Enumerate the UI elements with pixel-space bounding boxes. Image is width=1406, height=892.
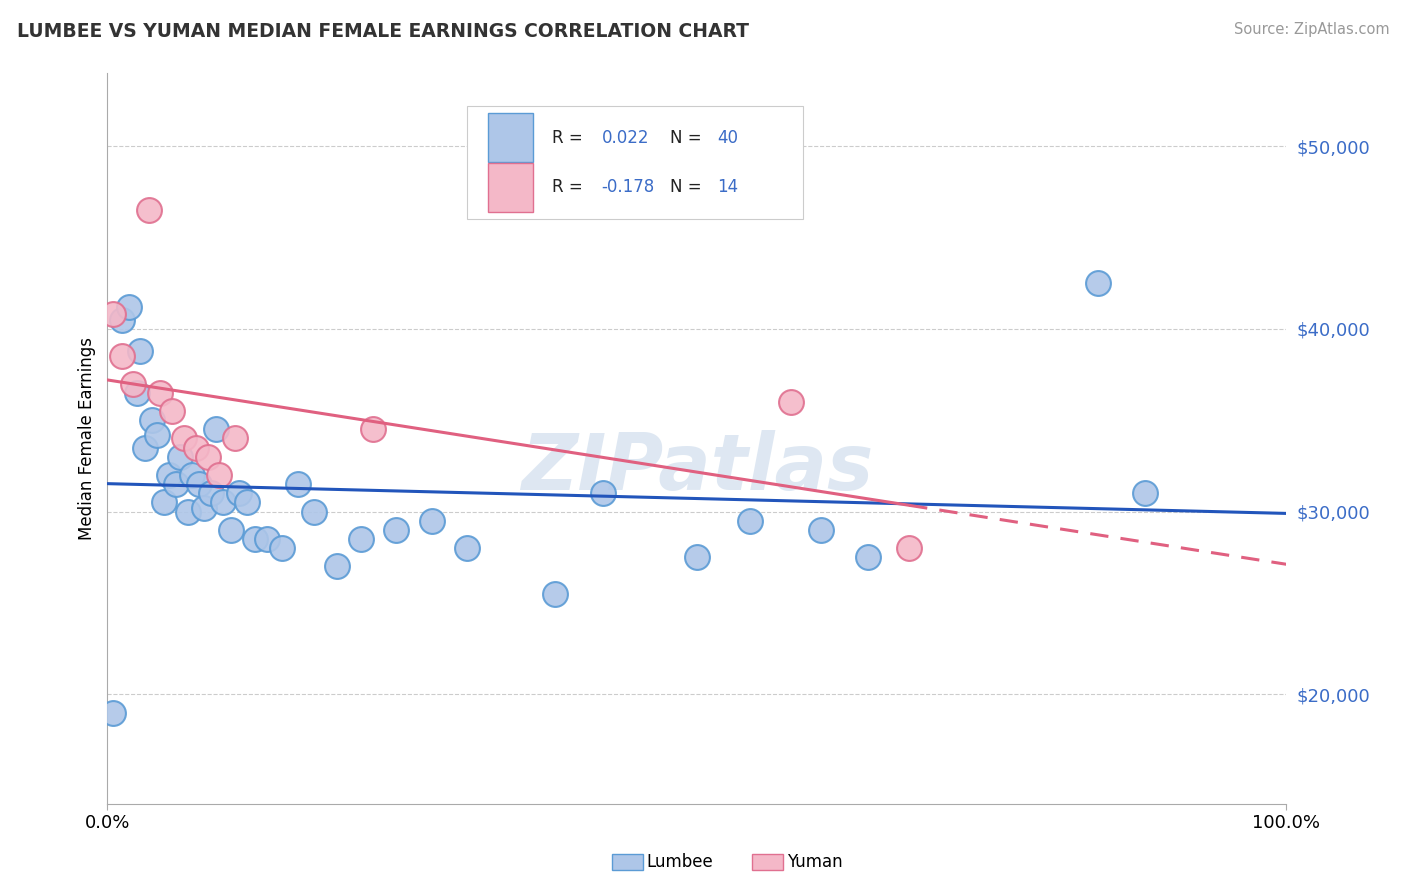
Point bbox=[169, 450, 191, 464]
Point bbox=[141, 413, 163, 427]
Point bbox=[181, 468, 204, 483]
Text: ZIPatlas: ZIPatlas bbox=[520, 430, 873, 506]
Text: R =: R = bbox=[553, 178, 588, 196]
Point bbox=[212, 495, 235, 509]
Text: 14: 14 bbox=[717, 178, 738, 196]
Point bbox=[1087, 276, 1109, 290]
Point bbox=[361, 422, 384, 436]
Point bbox=[270, 541, 292, 555]
Point bbox=[193, 500, 215, 515]
FancyBboxPatch shape bbox=[467, 106, 803, 219]
Point bbox=[205, 422, 228, 436]
Point bbox=[898, 541, 921, 555]
Point bbox=[235, 495, 257, 509]
Y-axis label: Median Female Earnings: Median Female Earnings bbox=[79, 337, 96, 540]
Point bbox=[385, 523, 408, 537]
Text: 40: 40 bbox=[717, 128, 738, 146]
Point bbox=[592, 486, 614, 500]
Point bbox=[125, 385, 148, 400]
Point bbox=[350, 532, 373, 546]
Text: Lumbee: Lumbee bbox=[647, 853, 713, 871]
Point bbox=[103, 307, 125, 321]
Point bbox=[157, 468, 180, 483]
Point bbox=[200, 486, 222, 500]
Point bbox=[810, 523, 832, 537]
Point bbox=[176, 505, 198, 519]
Text: R =: R = bbox=[553, 128, 588, 146]
Point bbox=[326, 559, 349, 574]
Point bbox=[1133, 486, 1156, 500]
Point bbox=[302, 505, 325, 519]
Point bbox=[134, 441, 156, 455]
Point bbox=[256, 532, 278, 546]
Point bbox=[122, 376, 145, 391]
Point bbox=[149, 385, 172, 400]
Text: N =: N = bbox=[669, 128, 707, 146]
Point bbox=[420, 514, 443, 528]
Bar bbox=[488, 112, 533, 162]
Text: LUMBEE VS YUMAN MEDIAN FEMALE EARNINGS CORRELATION CHART: LUMBEE VS YUMAN MEDIAN FEMALE EARNINGS C… bbox=[17, 22, 749, 41]
Point bbox=[138, 202, 160, 217]
Point bbox=[146, 427, 169, 442]
Point bbox=[208, 468, 231, 483]
Point bbox=[165, 477, 187, 491]
Text: Yuman: Yuman bbox=[787, 853, 844, 871]
Point bbox=[738, 514, 761, 528]
Point bbox=[456, 541, 478, 555]
Point bbox=[197, 450, 219, 464]
Point bbox=[243, 532, 266, 546]
Text: Source: ZipAtlas.com: Source: ZipAtlas.com bbox=[1233, 22, 1389, 37]
Point bbox=[173, 432, 195, 446]
Point bbox=[117, 300, 139, 314]
Point bbox=[110, 349, 132, 363]
Point bbox=[228, 486, 250, 500]
Point bbox=[188, 477, 211, 491]
Point bbox=[287, 477, 309, 491]
Text: -0.178: -0.178 bbox=[602, 178, 655, 196]
Point bbox=[110, 312, 132, 326]
Bar bbox=[488, 162, 533, 212]
Point bbox=[153, 495, 176, 509]
Point bbox=[219, 523, 242, 537]
Point bbox=[160, 404, 183, 418]
Text: 0.022: 0.022 bbox=[602, 128, 650, 146]
Point bbox=[544, 587, 567, 601]
Point bbox=[686, 550, 709, 565]
Point bbox=[224, 432, 246, 446]
Point bbox=[129, 343, 152, 358]
Point bbox=[780, 395, 803, 409]
Point bbox=[856, 550, 879, 565]
Text: N =: N = bbox=[669, 178, 707, 196]
Point bbox=[103, 706, 125, 720]
Point bbox=[184, 441, 207, 455]
